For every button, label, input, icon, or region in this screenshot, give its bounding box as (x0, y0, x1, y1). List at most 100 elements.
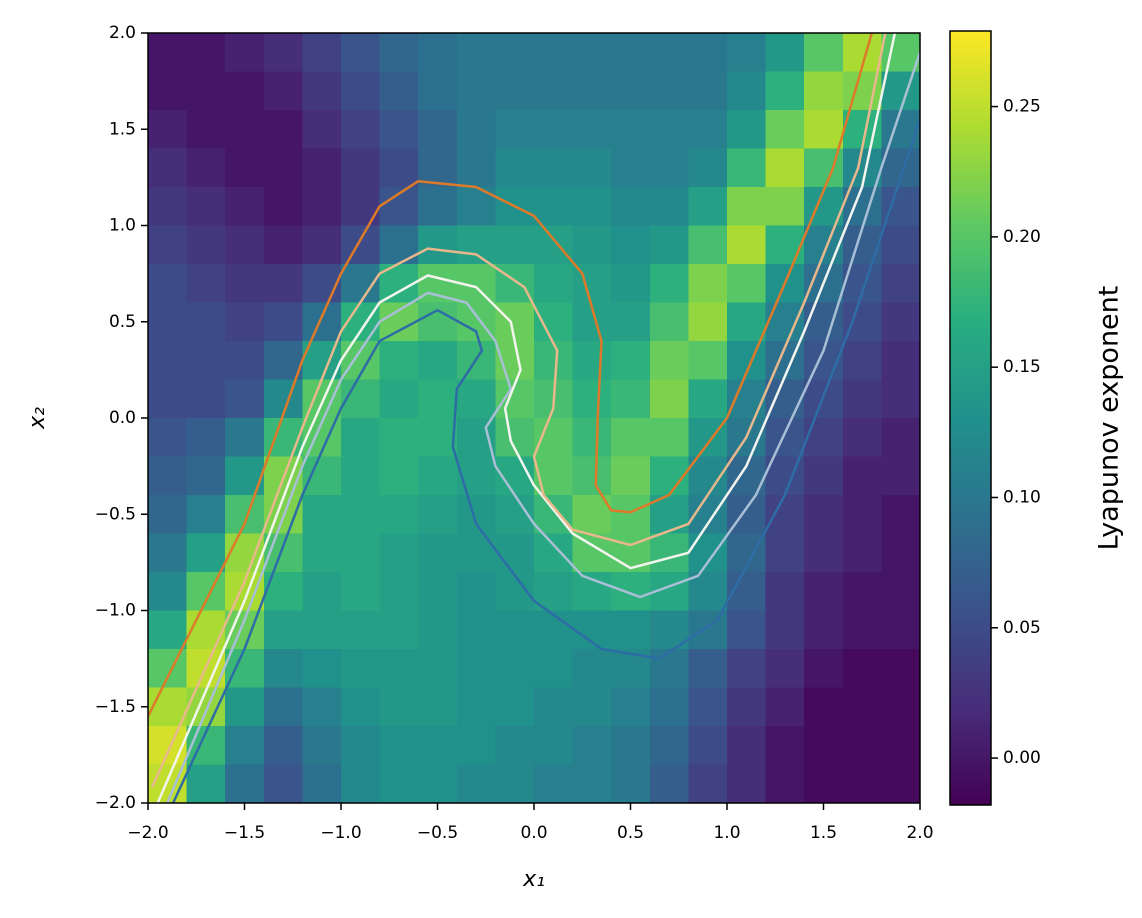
heatmap-cell (688, 649, 728, 689)
x-tick-label: 0.0 (520, 823, 547, 843)
heatmap-cell (418, 495, 458, 535)
heatmap-cell (727, 610, 767, 650)
heatmap-cell (649, 764, 689, 803)
heatmap-cell (688, 71, 728, 111)
y-tick-label: −0.5 (95, 504, 136, 524)
heatmap-cell (225, 495, 265, 535)
heatmap-cell (842, 302, 882, 342)
heatmap-cell (881, 110, 920, 150)
colorbar-tick-label: 0.20 (1003, 227, 1041, 247)
heatmap-cell (804, 495, 844, 535)
heatmap-cell (302, 649, 342, 689)
heatmap-cell (263, 726, 303, 766)
colorbar (949, 30, 992, 806)
heatmap-cell (804, 649, 844, 689)
heatmap-cell (881, 225, 920, 265)
heatmap-cell (418, 533, 458, 573)
y-tick-label: −1.0 (95, 601, 136, 621)
heatmap-cell (186, 302, 226, 342)
heatmap-cell (456, 33, 496, 73)
heatmap-cell (881, 71, 920, 111)
y-tick-label: 1.5 (109, 119, 136, 139)
heatmap-cell (611, 302, 651, 342)
heatmap-cell (341, 456, 381, 496)
heatmap-cell (263, 572, 303, 612)
heatmap-cell (727, 110, 767, 150)
y-tick-label: −2.0 (95, 793, 136, 813)
heatmap-cell (379, 649, 419, 689)
heatmap-cell (456, 726, 496, 766)
heatmap-cell (418, 456, 458, 496)
heatmap-cell (379, 456, 419, 496)
heatmap-cell (572, 418, 612, 458)
heatmap-cell (649, 264, 689, 304)
heatmap-cell (379, 418, 419, 458)
heatmap-cell (611, 341, 651, 381)
heatmap-cell (341, 71, 381, 111)
heatmap-cell (881, 572, 920, 612)
heatmap-cell (302, 187, 342, 227)
heatmap-cell (495, 649, 535, 689)
heatmap-cell (379, 495, 419, 535)
heatmap-cell (881, 533, 920, 573)
heatmap-cell (456, 572, 496, 612)
heatmap-cell (225, 302, 265, 342)
heatmap-cell (456, 456, 496, 496)
heatmap-cell (611, 610, 651, 650)
heatmap-cell (302, 764, 342, 803)
heatmap-cell (495, 110, 535, 150)
heatmap-cell (302, 533, 342, 573)
heatmap-cell (302, 148, 342, 188)
heatmap-cell (148, 187, 188, 227)
heatmap-cell (881, 495, 920, 535)
heatmap-cell (379, 764, 419, 803)
x-tick-label: 0.5 (617, 823, 644, 843)
heatmap-cell (186, 33, 226, 73)
heatmap-cell (649, 379, 689, 419)
heatmap-cell (263, 302, 303, 342)
heatmap-cell (302, 302, 342, 342)
heatmap-cell (572, 456, 612, 496)
heatmap-cell (148, 33, 188, 73)
heatmap-cell (727, 225, 767, 265)
heatmap-cell (765, 610, 805, 650)
heatmap-cell (418, 110, 458, 150)
heatmap-cell (572, 726, 612, 766)
heatmap-cell (804, 225, 844, 265)
heatmap-cell (263, 148, 303, 188)
heatmap-cell (456, 71, 496, 111)
heatmap-cell (534, 148, 574, 188)
heatmap-cell (341, 687, 381, 727)
heatmap-cell (881, 726, 920, 766)
heatmap-cell (456, 418, 496, 458)
heatmap-cell (611, 687, 651, 727)
y-tick-label: 1.0 (109, 216, 136, 236)
heatmap-cell (225, 33, 265, 73)
heatmap-cell (765, 726, 805, 766)
x-tick-label: −0.5 (417, 823, 458, 843)
heatmap-cell (765, 148, 805, 188)
heatmap-cell (456, 495, 496, 535)
heatmap-cell (534, 341, 574, 381)
heatmap-cell (572, 110, 612, 150)
heatmap-cell (148, 110, 188, 150)
heatmap-cell (263, 225, 303, 265)
heatmap-cell (263, 264, 303, 304)
contour-line (156, 33, 897, 803)
heatmap-cell (379, 71, 419, 111)
heatmap-cell (842, 495, 882, 535)
heatmap-cell (611, 572, 651, 612)
heatmap-cell (263, 610, 303, 650)
heatmap-cell (842, 225, 882, 265)
heatmap-cell (881, 148, 920, 188)
heatmap-cell (534, 418, 574, 458)
heatmap-cell (148, 456, 188, 496)
heatmap-cell (534, 225, 574, 265)
heatmap-cell (611, 71, 651, 111)
heatmap-cell (649, 148, 689, 188)
heatmap-cell (225, 456, 265, 496)
heatmap-cell (649, 649, 689, 689)
heatmap-cell (456, 225, 496, 265)
heatmap-cell (148, 418, 188, 458)
contour-line (166, 51, 920, 803)
